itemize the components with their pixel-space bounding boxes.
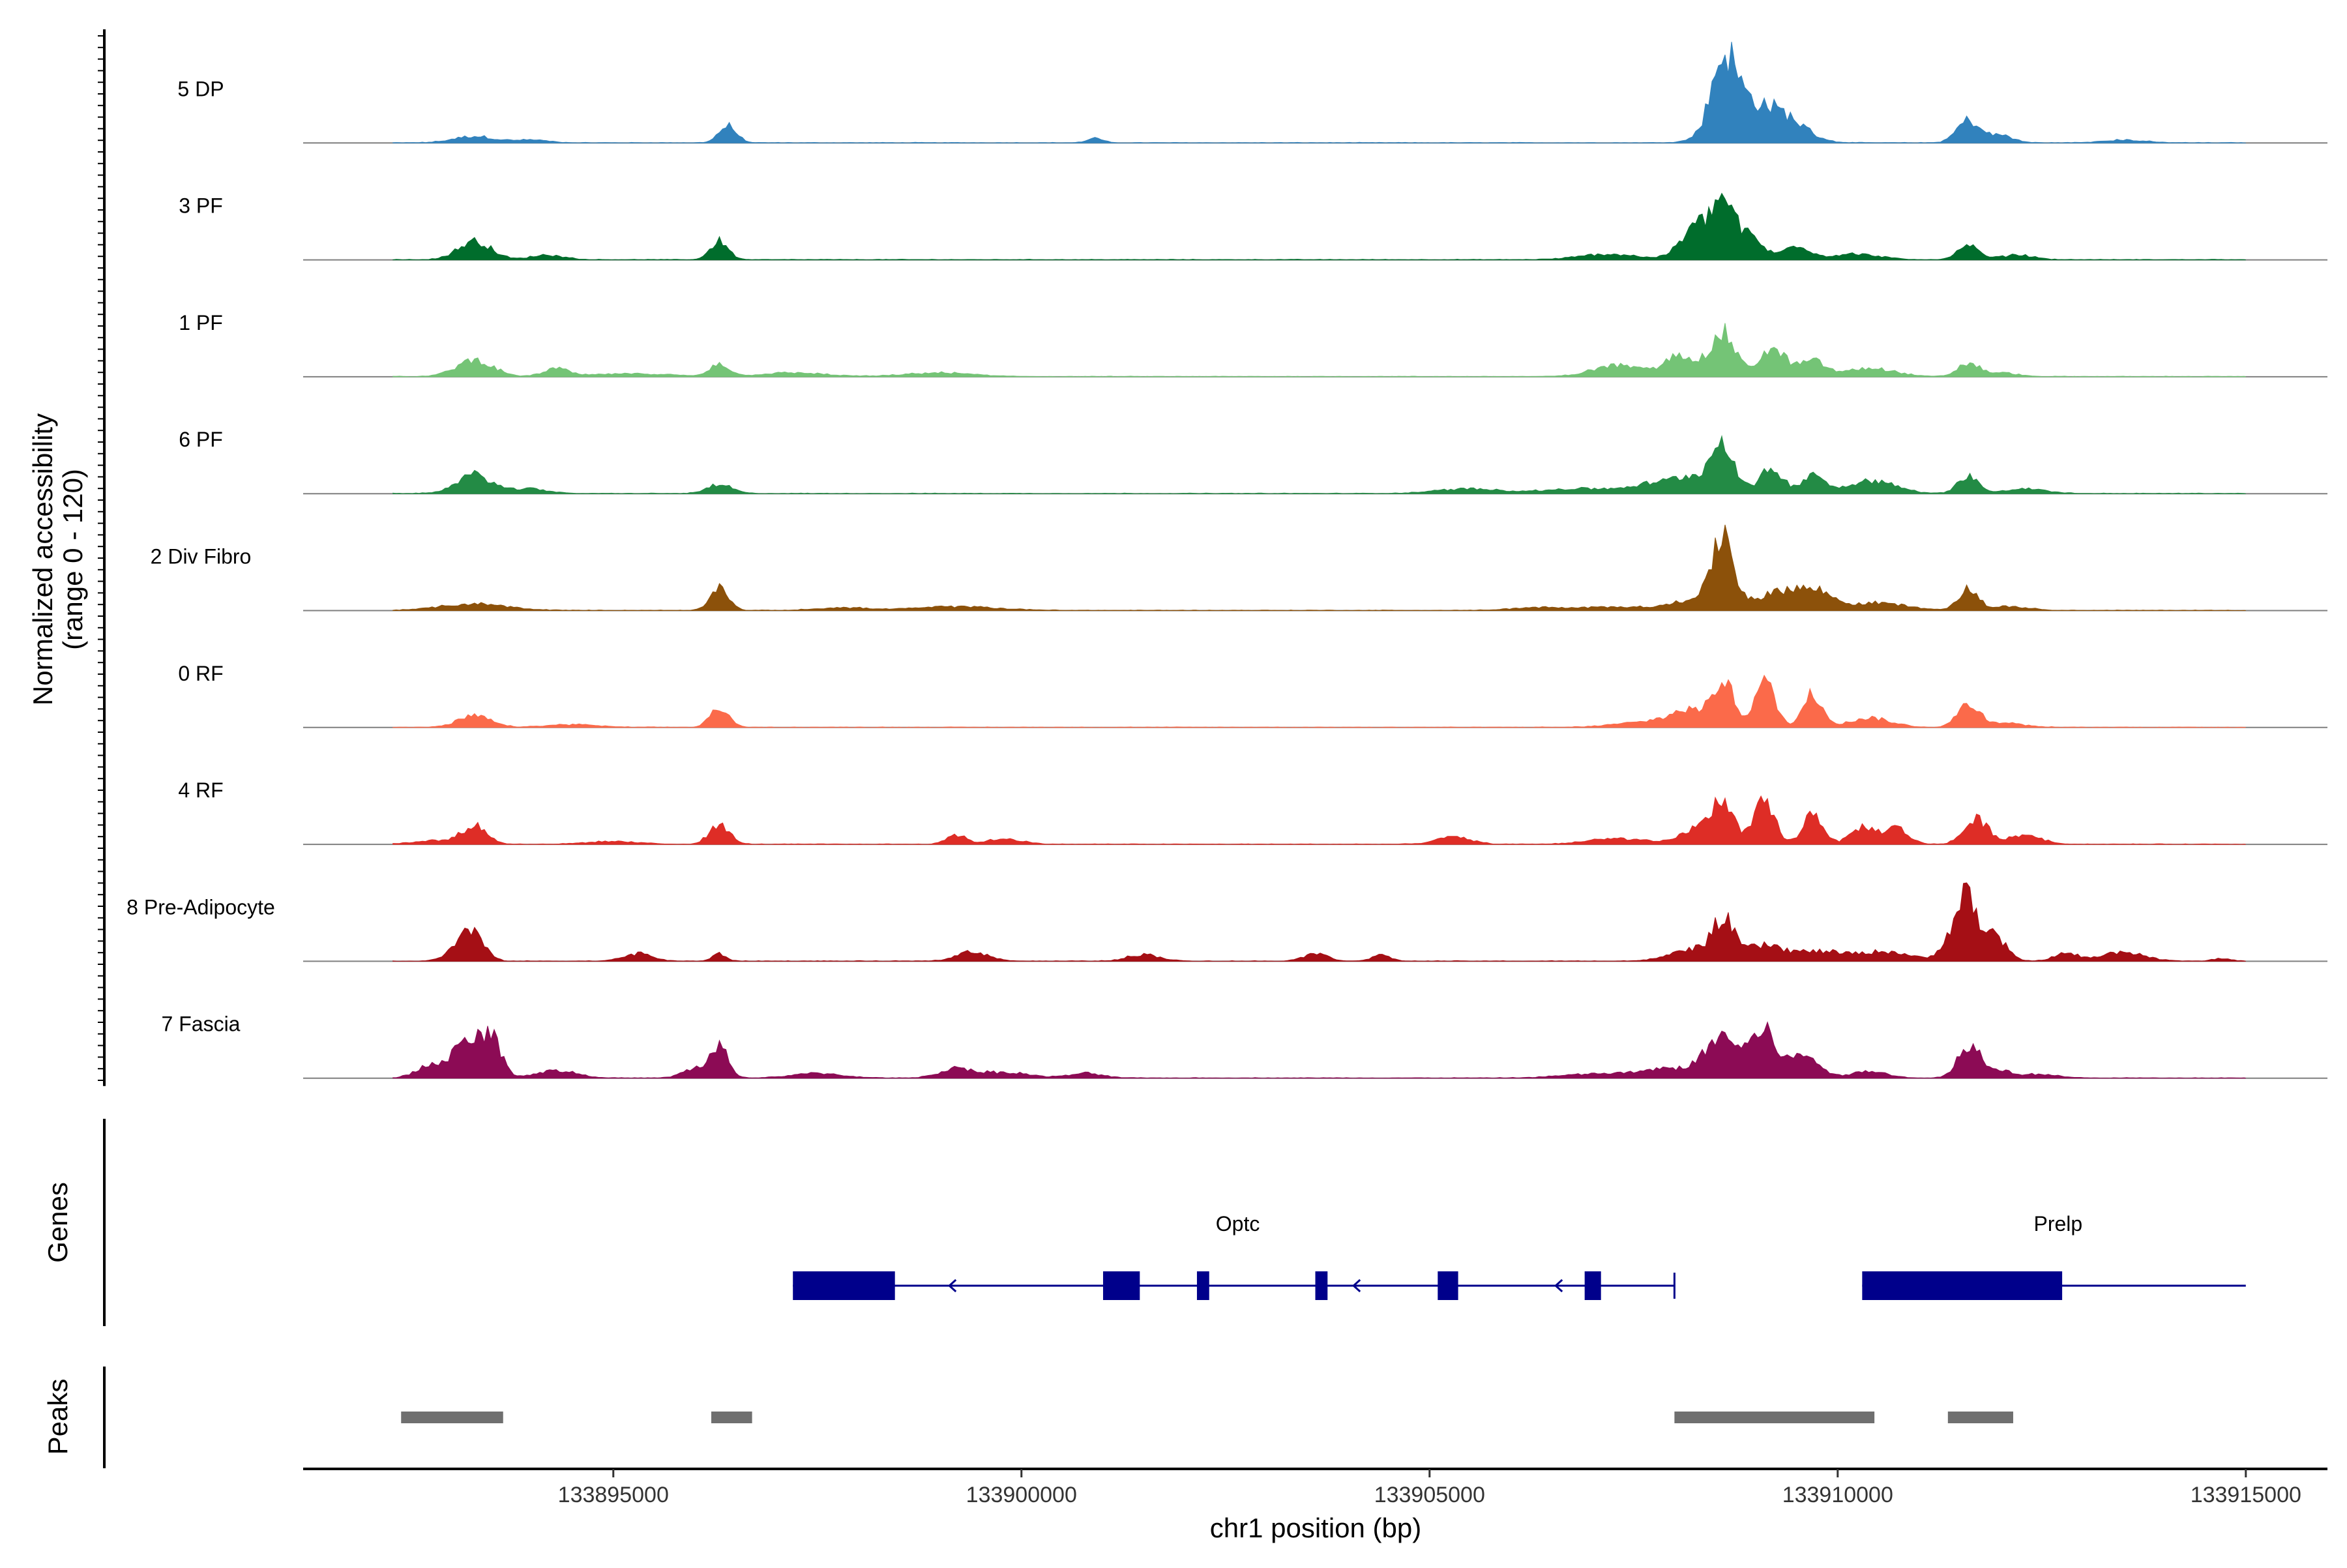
x-axis: chr1 position (bp) 133895000 133900000 133… [303,1468,2327,1543]
gene-label-optc: Optc [1216,1212,1260,1235]
strand-arrow [947,1279,957,1293]
peak-region-4 [1947,1412,2013,1423]
exon-optc-2 [1102,1271,1140,1300]
gene-track: Genes Optc Prelp [42,1119,2246,1326]
coverage-area-8-pre-adipocyte [392,882,2246,962]
track-label-1-pf: 1 PF [179,311,223,334]
exon-optc-4 [1315,1271,1328,1300]
track-label-3-pf: 3 PF [179,194,223,218]
x-tick-label: 133910000 [1782,1483,1893,1507]
strand-arrow [1351,1279,1361,1293]
coverage-area-2-div-fibro [392,524,2246,612]
track-label-7-fascia: 7 Fascia [162,1013,241,1036]
x-tick-label: 133895000 [558,1483,669,1507]
x-tick-label: 133905000 [1374,1483,1485,1507]
x-tick-label: 133915000 [2191,1483,2301,1507]
peaks-track: Peaks [42,1367,2013,1468]
peaks-track-title: Peaks [42,1379,73,1455]
track-label-8-pre-adipocyte: 8 Pre-Adipocyte [126,895,275,919]
peak-region-3 [1674,1412,1875,1423]
y-axis: Normalized accessibility (range 0 - 120) [27,29,106,1086]
coverage-area-3-pf [392,192,2246,261]
track-label-5-dp: 5 DP [177,77,224,100]
genes-track-title: Genes [42,1182,73,1263]
peak-region-2 [711,1412,752,1423]
coverage-tracks [303,42,2327,1079]
coverage-area-1-pf [392,323,2246,377]
track-label-6-pf: 6 PF [179,428,223,451]
track-label-0-rf: 0 RF [178,662,223,685]
peak-region-1 [401,1412,503,1423]
exon-prelp-1 [1862,1271,2063,1300]
exon-optc-3 [1196,1271,1209,1300]
x-axis-title: chr1 position (bp) [1210,1513,1422,1543]
coverage-area-5-dp [392,42,2246,143]
coverage-area-7-fascia [392,1021,2246,1079]
coverage-area-6-pf [392,435,2246,494]
y-axis-title-line1: Normalized accessibility [27,413,58,705]
coverage-area-0-rf [392,674,2246,728]
coverage-area-4-rf [392,795,2246,845]
track-label-4-rf: 4 RF [178,778,223,802]
exon-optc-6 [1584,1271,1601,1300]
gene-label-prelp: Prelp [2033,1212,2082,1235]
x-tick-label: 133900000 [966,1483,1077,1507]
track-labels: 5 DP 3 PF 1 PF 6 PF 2 Div Fibro 0 RF 4 RF 8 Pre… [126,77,275,1035]
track-label-2-div-fibro: 2 Div Fibro [151,545,252,569]
strand-arrow [1554,1279,1563,1293]
y-axis-title-line2: (range 0 - 120) [57,469,88,650]
exon-optc-5 [1438,1271,1458,1300]
exon-optc-1 [793,1271,895,1300]
